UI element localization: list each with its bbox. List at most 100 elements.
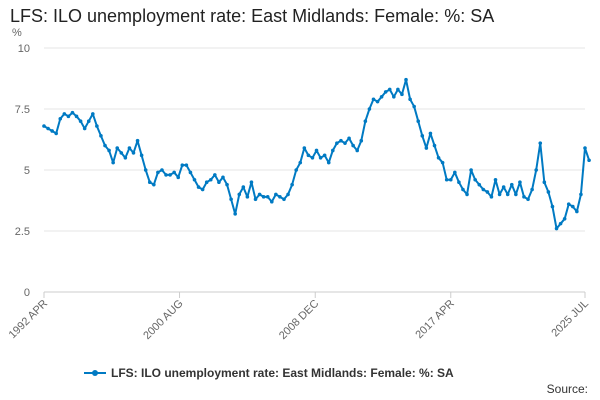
data-point[interactable]: [192, 177, 197, 182]
data-point[interactable]: [208, 177, 213, 182]
data-point[interactable]: [489, 195, 494, 199]
data-point[interactable]: [54, 131, 58, 136]
data-point[interactable]: [213, 173, 217, 177]
data-point[interactable]: [371, 97, 376, 102]
data-point[interactable]: [420, 134, 425, 138]
data-point[interactable]: [509, 182, 514, 187]
data-point[interactable]: [318, 156, 323, 160]
data-point[interactable]: [566, 202, 571, 206]
data-point[interactable]: [237, 192, 242, 197]
data-point[interactable]: [164, 173, 168, 177]
legend[interactable]: LFS: ILO unemployment rate: East Midland…: [84, 366, 454, 380]
data-point[interactable]: [461, 187, 465, 192]
data-point[interactable]: [184, 163, 189, 167]
data-point[interactable]: [481, 187, 486, 192]
data-point[interactable]: [143, 168, 148, 172]
data-point[interactable]: [245, 195, 250, 199]
data-point[interactable]: [534, 168, 538, 172]
data-point[interactable]: [436, 156, 441, 160]
data-point[interactable]: [156, 170, 160, 175]
data-point[interactable]: [278, 195, 282, 199]
data-point[interactable]: [408, 97, 412, 102]
data-point[interactable]: [440, 160, 445, 165]
data-point[interactable]: [286, 192, 290, 197]
data-point[interactable]: [86, 119, 91, 123]
data-point[interactable]: [363, 119, 368, 123]
data-point[interactable]: [70, 110, 75, 115]
data-point[interactable]: [229, 197, 233, 202]
data-point[interactable]: [78, 119, 83, 123]
data-point[interactable]: [127, 146, 132, 150]
data-point[interactable]: [396, 87, 400, 92]
data-point[interactable]: [180, 163, 185, 167]
data-point[interactable]: [522, 195, 526, 199]
data-point[interactable]: [343, 141, 347, 145]
data-point[interactable]: [172, 170, 176, 175]
data-point[interactable]: [355, 148, 360, 153]
data-point[interactable]: [550, 204, 555, 209]
data-point[interactable]: [306, 153, 311, 158]
data-point[interactable]: [367, 107, 372, 111]
data-point[interactable]: [530, 187, 534, 192]
data-point[interactable]: [225, 182, 229, 187]
data-point[interactable]: [505, 192, 510, 197]
data-point[interactable]: [221, 175, 225, 180]
data-point[interactable]: [526, 197, 530, 202]
data-point[interactable]: [188, 170, 193, 175]
data-point[interactable]: [583, 146, 587, 150]
data-point[interactable]: [404, 77, 408, 82]
data-point[interactable]: [493, 177, 498, 182]
data-point[interactable]: [428, 131, 433, 136]
data-point[interactable]: [518, 180, 522, 184]
data-point[interactable]: [432, 143, 437, 148]
data-point[interactable]: [465, 192, 469, 197]
series-line[interactable]: [43, 78, 591, 230]
data-point[interactable]: [473, 177, 477, 182]
data-point[interactable]: [253, 197, 258, 202]
data-point[interactable]: [282, 197, 286, 202]
data-point[interactable]: [46, 126, 50, 131]
data-point[interactable]: [298, 160, 303, 165]
data-point[interactable]: [135, 138, 140, 143]
data-point[interactable]: [383, 90, 388, 94]
data-point[interactable]: [168, 173, 172, 177]
data-point[interactable]: [99, 134, 103, 138]
data-point[interactable]: [351, 143, 355, 148]
data-point[interactable]: [501, 185, 506, 189]
data-point[interactable]: [139, 153, 144, 158]
data-point[interactable]: [387, 87, 392, 92]
data-point[interactable]: [375, 99, 380, 104]
data-point[interactable]: [196, 185, 201, 189]
data-point[interactable]: [82, 126, 87, 131]
data-point[interactable]: [558, 221, 563, 226]
data-point[interactable]: [152, 182, 156, 187]
data-point[interactable]: [42, 124, 46, 128]
data-point[interactable]: [514, 192, 518, 197]
data-point[interactable]: [359, 138, 364, 143]
data-point[interactable]: [322, 153, 327, 158]
data-point[interactable]: [50, 129, 54, 133]
data-point[interactable]: [310, 156, 315, 160]
data-point[interactable]: [400, 92, 404, 97]
data-point[interactable]: [497, 192, 502, 197]
data-point[interactable]: [538, 141, 543, 145]
data-point[interactable]: [290, 182, 294, 187]
data-point[interactable]: [412, 104, 416, 109]
data-point[interactable]: [469, 168, 473, 172]
data-point[interactable]: [257, 192, 262, 197]
data-point[interactable]: [217, 180, 221, 184]
data-point[interactable]: [95, 124, 99, 128]
data-point[interactable]: [379, 95, 384, 99]
data-point[interactable]: [147, 180, 152, 184]
data-point[interactable]: [274, 192, 278, 197]
data-point[interactable]: [571, 204, 575, 209]
data-point[interactable]: [347, 136, 351, 141]
data-point[interactable]: [74, 114, 79, 119]
data-point[interactable]: [485, 190, 490, 194]
data-point[interactable]: [265, 195, 270, 199]
data-point[interactable]: [103, 143, 107, 148]
data-point[interactable]: [107, 148, 111, 153]
data-point[interactable]: [160, 168, 164, 172]
data-point[interactable]: [200, 187, 205, 192]
data-point[interactable]: [562, 217, 567, 221]
